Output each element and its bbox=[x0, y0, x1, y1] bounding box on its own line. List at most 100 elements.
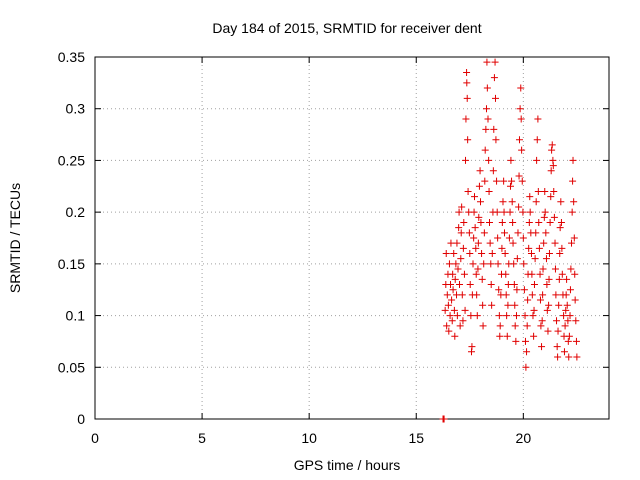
data-point bbox=[513, 255, 521, 263]
data-point bbox=[567, 265, 575, 273]
data-point bbox=[512, 312, 520, 320]
data-point bbox=[495, 286, 503, 294]
data-point bbox=[505, 234, 513, 242]
x-tick-label: 5 bbox=[198, 430, 206, 446]
plot-frame bbox=[94, 56, 610, 420]
data-point bbox=[528, 270, 536, 278]
data-point bbox=[468, 343, 476, 351]
data-point bbox=[530, 306, 538, 314]
data-point bbox=[445, 327, 453, 335]
data-point bbox=[466, 281, 474, 289]
data-point bbox=[538, 317, 546, 325]
data-point bbox=[484, 115, 492, 123]
data-point bbox=[564, 337, 572, 345]
data-point bbox=[470, 208, 478, 216]
x-tick-label: 0 bbox=[91, 430, 99, 446]
data-point bbox=[513, 286, 521, 294]
data-point bbox=[510, 260, 518, 268]
data-point bbox=[570, 234, 578, 242]
data-point bbox=[538, 343, 546, 351]
data-point bbox=[548, 146, 556, 154]
data-point bbox=[500, 229, 508, 237]
data-point bbox=[498, 244, 506, 252]
data-point bbox=[518, 177, 526, 185]
data-point bbox=[456, 322, 464, 330]
data-point bbox=[462, 115, 470, 123]
data-point bbox=[515, 203, 523, 211]
data-point bbox=[503, 312, 511, 320]
data-point bbox=[463, 79, 471, 87]
data-point bbox=[442, 250, 450, 258]
data-point bbox=[556, 250, 564, 258]
data-point bbox=[474, 265, 482, 273]
y-tick-label: 0 bbox=[77, 411, 85, 427]
data-point bbox=[573, 353, 581, 361]
data-point bbox=[491, 58, 499, 66]
data-point bbox=[444, 301, 452, 309]
data-point bbox=[492, 136, 500, 144]
data-point bbox=[547, 167, 555, 175]
data-point bbox=[455, 224, 463, 232]
data-point bbox=[490, 74, 498, 82]
data-point bbox=[550, 187, 558, 195]
data-point bbox=[525, 218, 533, 226]
x-axis-label: GPS time / hours bbox=[294, 457, 401, 473]
data-point bbox=[489, 167, 497, 175]
data-point bbox=[473, 291, 481, 299]
data-point bbox=[535, 244, 543, 252]
data-point bbox=[549, 162, 557, 170]
data-point bbox=[519, 234, 527, 242]
data-point bbox=[441, 306, 449, 314]
data-point bbox=[479, 301, 487, 309]
data-point bbox=[515, 136, 523, 144]
data-point bbox=[540, 213, 548, 221]
data-point bbox=[485, 187, 493, 195]
y-tick-label: 0.1 bbox=[66, 308, 86, 324]
data-point bbox=[552, 291, 560, 299]
data-point bbox=[482, 125, 490, 133]
data-point bbox=[449, 270, 457, 278]
chart-title: Day 184 of 2015, SRMTID for receiver den… bbox=[212, 20, 481, 36]
data-point bbox=[481, 146, 489, 154]
data-point bbox=[475, 182, 483, 190]
data-point bbox=[572, 317, 580, 325]
data-point bbox=[568, 239, 576, 247]
data-point bbox=[473, 312, 481, 320]
data-point bbox=[471, 193, 479, 201]
data-point bbox=[545, 275, 553, 283]
data-point bbox=[486, 239, 494, 247]
data-point bbox=[458, 203, 466, 211]
data-point bbox=[544, 327, 552, 335]
data-point bbox=[459, 244, 467, 252]
data-point bbox=[519, 208, 527, 216]
data-point bbox=[521, 337, 529, 345]
data-point bbox=[498, 218, 506, 226]
y-tick-label: 0.3 bbox=[66, 101, 86, 117]
data-point bbox=[458, 291, 466, 299]
data-point bbox=[485, 218, 493, 226]
data-point bbox=[499, 198, 507, 206]
data-point bbox=[487, 260, 495, 268]
data-point bbox=[493, 177, 501, 185]
y-tick-label: 0.05 bbox=[58, 359, 85, 375]
data-point bbox=[471, 224, 479, 232]
data-point bbox=[525, 244, 533, 252]
data-point bbox=[447, 281, 455, 289]
x-tick-label: 15 bbox=[408, 430, 424, 446]
data-point bbox=[477, 218, 485, 226]
data-point bbox=[516, 105, 524, 113]
data-point bbox=[564, 317, 572, 325]
data-point bbox=[494, 234, 502, 242]
data-point bbox=[463, 69, 471, 77]
data-point bbox=[554, 327, 562, 335]
data-point bbox=[524, 296, 532, 304]
data-point bbox=[487, 281, 495, 289]
data-point bbox=[565, 353, 573, 361]
data-point bbox=[528, 291, 536, 299]
y-tick-label: 0.35 bbox=[58, 49, 85, 65]
data-point bbox=[521, 312, 529, 320]
data-point bbox=[475, 213, 483, 221]
data-point bbox=[539, 291, 547, 299]
data-point bbox=[456, 281, 464, 289]
data-point bbox=[551, 239, 559, 247]
